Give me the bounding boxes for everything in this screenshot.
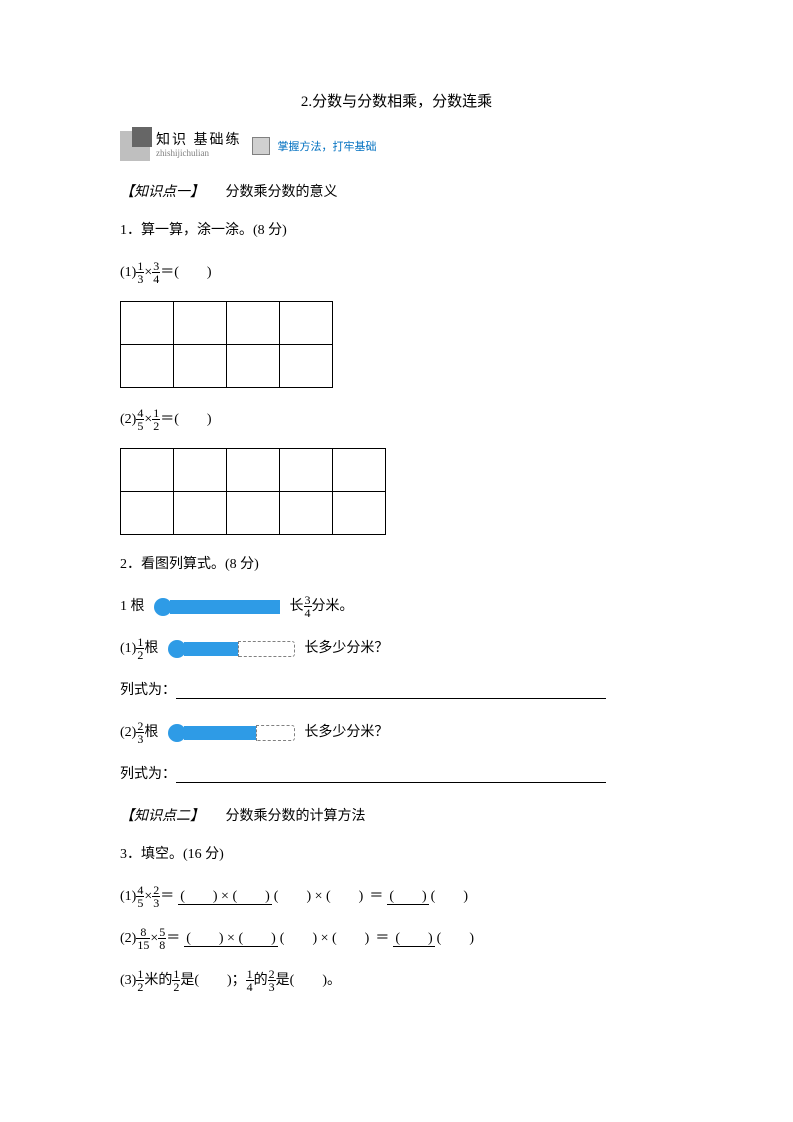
fraction: 23 — [268, 968, 276, 993]
fraction: 815 — [136, 926, 150, 951]
formula-label: 列式为： — [120, 767, 176, 782]
banner-text: 知识 基础练 zhishijichulian — [156, 133, 242, 158]
q2-intro: 1 根 长34分米。 — [120, 593, 673, 621]
q2p2-tail: 长多少分米？ — [304, 725, 388, 740]
fraction: 13 — [136, 260, 144, 285]
kp2-name: 分数乘分数的计算方法 — [226, 809, 366, 824]
q3p3-prefix: (3) — [120, 973, 136, 988]
q3-part3: (3)12米的12是( )；14的23是( )。 — [120, 967, 673, 995]
question-1: 1．算一算，涂一涂。(8 分) (1)13×34＝( ) (2)45×12＝( … — [120, 217, 673, 535]
fraction: 45 — [136, 407, 144, 432]
blank-fraction: ( )( ) — [393, 928, 476, 949]
q1-grid-1 — [120, 301, 333, 388]
answer-blank[interactable] — [176, 766, 606, 783]
banner-heading: 知识 基础练 — [156, 133, 242, 148]
fraction: 23 — [152, 884, 160, 909]
q2p1-formula: 列式为： — [120, 677, 673, 705]
q1-grid-2 — [120, 448, 386, 535]
q1p1-eq: ＝( ) — [160, 265, 211, 280]
answer-blank[interactable] — [176, 682, 606, 699]
bar-half — [168, 640, 295, 658]
q1p1-prefix: (1) — [120, 265, 136, 280]
worksheet-page: 2.分数与分数相乘，分数连乘 知识 基础练 zhishijichulian 掌握… — [0, 0, 793, 1051]
q2-intro-post-a: 长 — [290, 599, 304, 614]
q2-intro-post-b: 分米。 — [312, 599, 354, 614]
q2-part1: (1)12根 长多少分米？ — [120, 635, 673, 663]
q3p1-prefix: (1) — [120, 889, 136, 904]
blank-fraction: ( )( ) — [387, 886, 470, 907]
q3-title: 3．填空。(16 分) — [120, 841, 673, 869]
knowledge-point-1: 【知识点一】 分数乘分数的意义 — [120, 181, 673, 201]
banner-pinyin: zhishijichulian — [156, 149, 242, 159]
q1p2-prefix: (2) — [120, 412, 136, 427]
formula-label: 列式为： — [120, 683, 176, 698]
blank-fraction: ( ) × ( )( ) × ( ) — [184, 928, 371, 949]
fraction: 45 — [136, 884, 144, 909]
fraction: 34 — [304, 594, 312, 619]
question-2: 2．看图列算式。(8 分) 1 根 长34分米。 (1)12根 长多少分米？ 列… — [120, 551, 673, 789]
q2-part2: (2)23根 长多少分米？ — [120, 719, 673, 747]
q2p2-mid: 根 — [144, 725, 158, 740]
q2p1-mid: 根 — [144, 641, 158, 656]
q2p2-formula: 列式为： — [120, 761, 673, 789]
q3-part2: (2)815×58＝( ) × ( )( ) × ( )＝( )( ) — [120, 925, 673, 953]
bar-twothird — [168, 724, 295, 742]
knowledge-point-2: 【知识点二】 分数乘分数的计算方法 — [120, 805, 673, 825]
q1-part2: (2)45×12＝( ) — [120, 406, 673, 434]
kp2-tag: 【知识点二】 — [120, 809, 204, 824]
banner-icon — [120, 131, 150, 161]
q2-intro-pre: 1 根 — [120, 599, 145, 614]
banner-mark-icon — [252, 137, 270, 155]
question-3: 3．填空。(16 分) (1)45×23＝( ) × ( )( ) × ( )＝… — [120, 841, 673, 995]
q2p1-prefix: (1) — [120, 641, 136, 656]
q2p1-tail: 长多少分米？ — [304, 641, 388, 656]
page-title: 2.分数与分数相乘，分数连乘 — [120, 90, 673, 111]
section-banner: 知识 基础练 zhishijichulian 掌握方法，打牢基础 — [120, 131, 673, 161]
q1-part1: (1)13×34＝( ) — [120, 259, 673, 287]
q1p2-eq: ＝( ) — [160, 412, 211, 427]
q3p2-prefix: (2) — [120, 931, 136, 946]
kp1-name: 分数乘分数的意义 — [226, 185, 338, 200]
bar-full — [154, 598, 280, 616]
banner-slogan: 掌握方法，打牢基础 — [278, 138, 377, 154]
q3-part1: (1)45×23＝( ) × ( )( ) × ( )＝( )( ) — [120, 883, 673, 911]
q2p2-prefix: (2) — [120, 725, 136, 740]
fraction: 14 — [246, 968, 254, 993]
kp1-tag: 【知识点一】 — [120, 185, 204, 200]
blank-fraction: ( ) × ( )( ) × ( ) — [178, 886, 365, 907]
q2-title: 2．看图列算式。(8 分) — [120, 551, 673, 579]
q1-title: 1．算一算，涂一涂。(8 分) — [120, 217, 673, 245]
fraction: 58 — [158, 926, 166, 951]
